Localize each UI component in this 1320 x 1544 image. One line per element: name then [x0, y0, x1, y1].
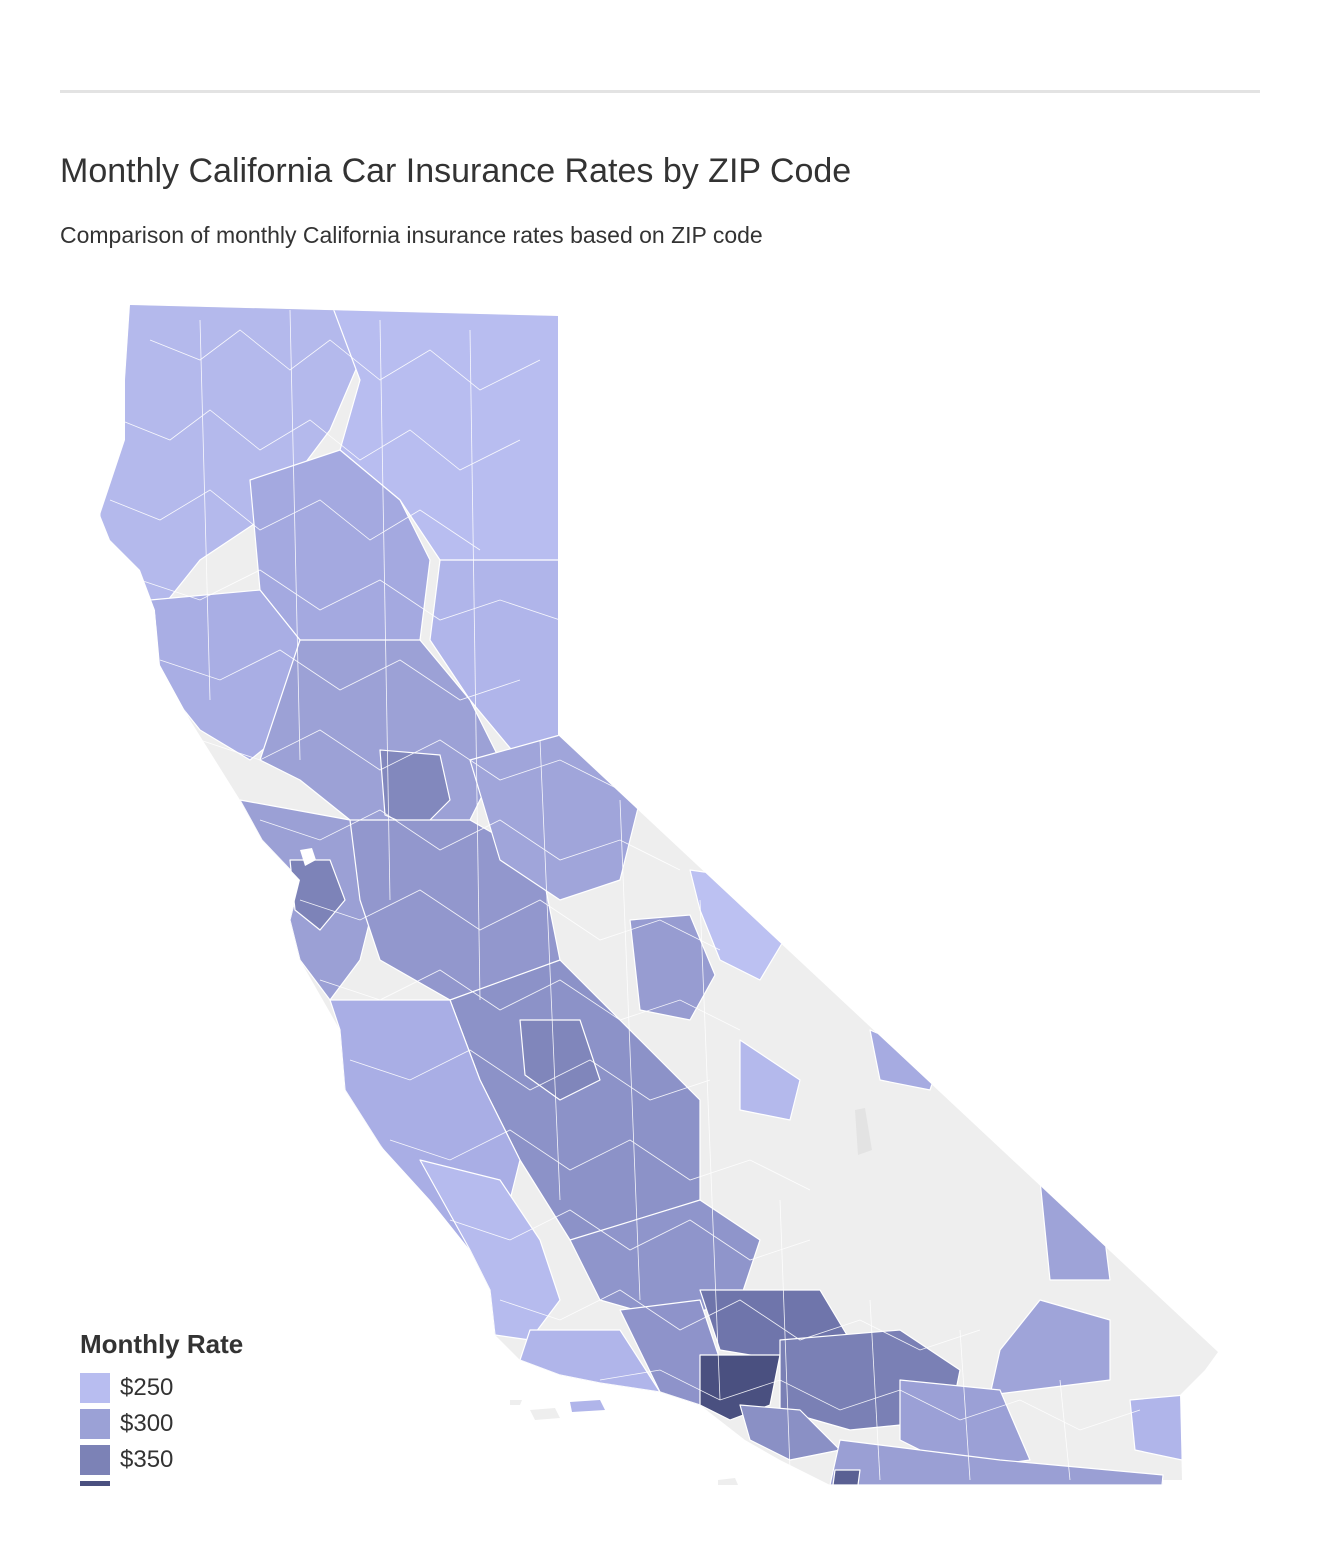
channel-island-4 — [718, 1478, 738, 1485]
zip-boundaries — [109, 309, 1141, 1481]
region-yosemite[interactable] — [629, 914, 716, 1021]
region-sd-core[interactable] — [832, 1469, 861, 1485]
region-orange-county[interactable] — [739, 1404, 841, 1461]
map-legend: Monthly Rate $250 $300 $350 — [80, 1326, 320, 1486]
legend-item: $350 — [80, 1442, 320, 1478]
region-sacramento-metro[interactable] — [379, 749, 451, 831]
region-santa-barbara[interactable] — [519, 1329, 661, 1393]
region-needles[interactable] — [989, 1299, 1111, 1396]
chart-subtitle: Comparison of monthly California insuran… — [60, 222, 763, 248]
channel-island-3 — [510, 1400, 522, 1405]
legend-swatch — [80, 1409, 110, 1439]
california-zip-map[interactable] — [0, 290, 1320, 1485]
legend-swatch — [80, 1445, 110, 1475]
legend-item: $300 — [80, 1406, 320, 1442]
top-divider — [60, 90, 1260, 93]
legend-title: Monthly Rate — [80, 1329, 244, 1359]
map-container — [0, 290, 1320, 1485]
region-mojave-east[interactable] — [1039, 1179, 1111, 1281]
legend-label: $350 — [120, 1446, 174, 1473]
legend-label: $250 — [120, 1374, 174, 1401]
region-fresno[interactable] — [519, 1019, 601, 1101]
legend-items: $250 $300 $350 — [80, 1370, 320, 1486]
legend-swatch — [80, 1373, 110, 1403]
chart-title: Monthly California Car Insurance Rates b… — [60, 152, 852, 190]
channel-island-1 — [530, 1408, 560, 1420]
legend-item: $250 — [80, 1370, 320, 1406]
salton-sea — [855, 1108, 872, 1155]
legend-label: $300 — [120, 1410, 174, 1437]
region-inyo-east[interactable] — [739, 1039, 801, 1121]
bay-water — [300, 848, 316, 866]
region-blythe[interactable] — [1129, 1394, 1186, 1461]
legend-item — [80, 1478, 320, 1486]
legend-swatch — [80, 1481, 110, 1486]
channel-island-2 — [570, 1400, 605, 1412]
region-san-diego[interactable] — [829, 1439, 1164, 1485]
